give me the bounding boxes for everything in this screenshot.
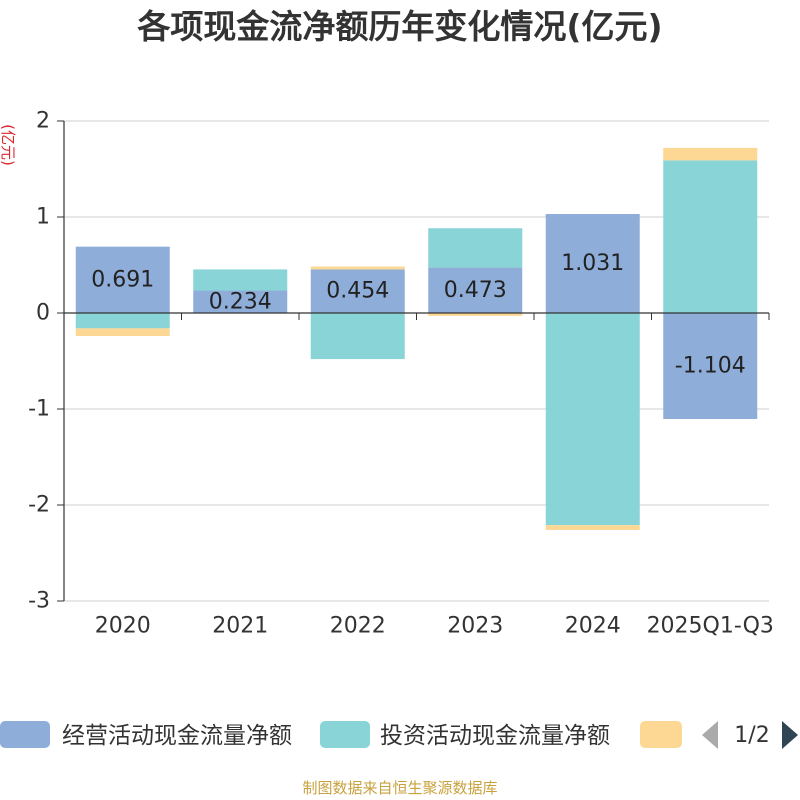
bar-series [75, 147, 758, 530]
bar-series-3-2020 [75, 328, 170, 337]
chart-title: 各项现金流净额历年变化情况(亿元) [136, 7, 662, 46]
x-tick-label-2024: 2024 [565, 614, 621, 639]
legend-swatch-investing-cash-flow [320, 721, 370, 748]
data-label-2025Q1-Q3: -1.104 [675, 353, 746, 378]
data-label-2020: 0.691 [91, 267, 154, 292]
legend-item-operating-cash-flow[interactable]: 经营活动现金流量净额 [0, 721, 292, 749]
bar-series-2-2024 [545, 313, 640, 526]
bar-series-1-2021 [193, 290, 288, 313]
data-label-2022: 0.454 [326, 279, 389, 304]
y-tick-label: -1 [28, 397, 50, 422]
pager-prev-icon[interactable] [702, 721, 718, 749]
data-label-2023: 0.473 [444, 278, 507, 303]
bar-series-2-2025Q1-Q3 [663, 160, 758, 313]
y-axis-label: (亿元) [0, 124, 17, 166]
data-label-2021: 0.234 [209, 289, 272, 314]
bar-series-3-2024 [545, 525, 640, 530]
bar-series-2-2023 [428, 228, 523, 268]
y-tick-label: -2 [28, 493, 50, 518]
legend-pager: 1/2 [702, 721, 798, 749]
bar-series-1-2023 [428, 267, 523, 313]
bar-series-2-2022 [310, 313, 405, 360]
data-label-2024: 1.031 [561, 251, 624, 276]
legend-swatch-operating-cash-flow [0, 721, 50, 748]
data-labels: 0.691 0.234 0.454 0.473 1.031 -1.104 [91, 251, 745, 378]
bar-series-1-2025Q1-Q3 [663, 313, 758, 419]
legend-item-investing-cash-flow[interactable]: 投资活动现金流量净额 [320, 721, 610, 749]
legend-label-investing-cash-flow: 投资活动现金流量净额 [380, 723, 610, 749]
legend-item-series-3[interactable] [640, 721, 682, 748]
x-tick-label-2021: 2021 [212, 614, 268, 639]
x-tick-label-2022: 2022 [330, 614, 386, 639]
bar-series-1-2022 [310, 269, 405, 313]
pager-next-icon[interactable] [782, 721, 798, 749]
legend: 经营活动现金流量净额 投资活动现金流量净额 [0, 721, 682, 749]
y-tick-label: -3 [28, 589, 50, 614]
y-tick-label: 0 [36, 301, 50, 326]
bar-series-2-2021 [193, 269, 288, 291]
bar-series-3-2025Q1-Q3 [663, 147, 758, 161]
bar-series-3-2023 [428, 313, 523, 316]
y-tick-label: 2 [36, 109, 50, 134]
bar-series-2-2020 [75, 313, 170, 329]
axes: 2 1 0 -1 -2 -3 2020 2021 2022 2023 2024 2025Q1-Q3 [28, 109, 774, 639]
bar-series-1-2024 [545, 214, 640, 313]
legend-label-operating-cash-flow: 经营活动现金流量净额 [62, 723, 292, 749]
x-tick-label-2025Q1-Q3: 2025Q1-Q3 [647, 614, 774, 639]
gridlines [64, 120, 769, 602]
y-tick-label: 1 [36, 205, 50, 230]
legend-swatch-series-3 [640, 721, 682, 748]
bar-series-3-2022 [310, 266, 405, 270]
source-note: 制图数据来自恒生聚源数据库 [302, 779, 497, 797]
x-tick-label-2020: 2020 [95, 614, 151, 639]
bar-series-1-2020 [75, 246, 170, 313]
x-tick-label-2023: 2023 [447, 614, 503, 639]
pager-page-indicator: 1/2 [734, 723, 769, 748]
